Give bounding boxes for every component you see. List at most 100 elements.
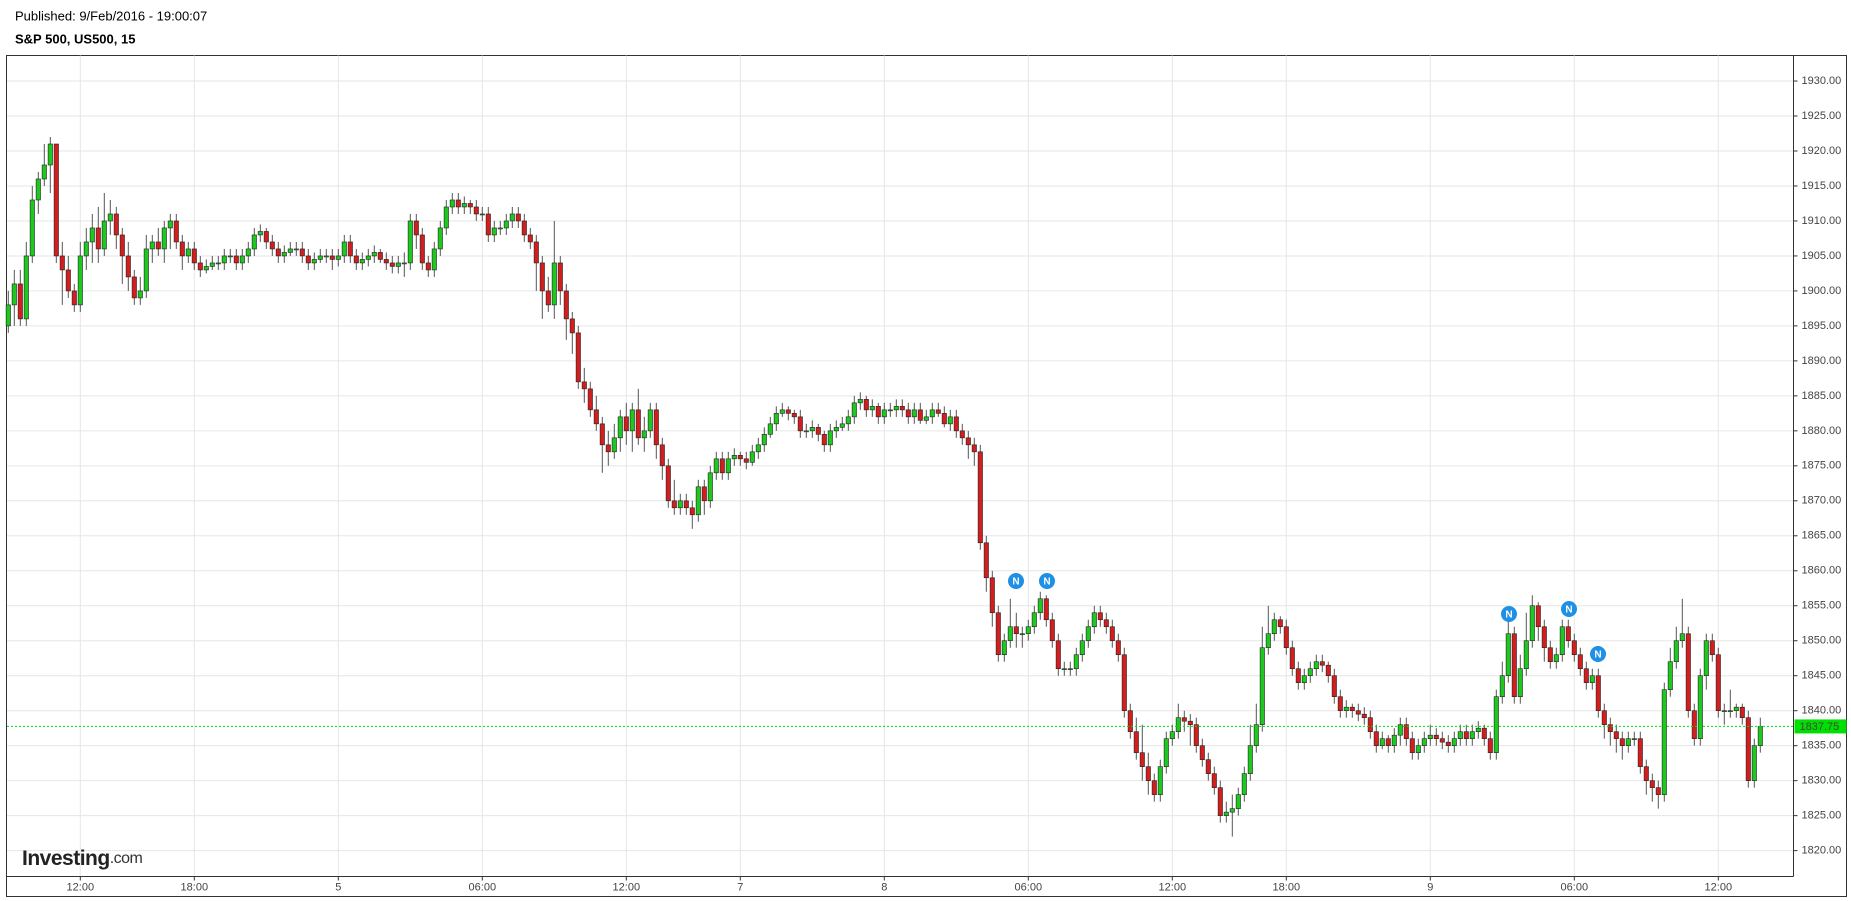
candle-body bbox=[1499, 675, 1505, 697]
y-tick-label: 1855.00 bbox=[1802, 600, 1842, 612]
candle-body bbox=[113, 213, 119, 236]
candle-body bbox=[437, 227, 443, 250]
candle-body bbox=[545, 290, 551, 306]
candle-body bbox=[641, 430, 647, 439]
x-tick-label: 06:00 bbox=[469, 881, 497, 893]
candle-body bbox=[65, 269, 71, 292]
candle-body bbox=[989, 577, 995, 614]
candle-body bbox=[1397, 724, 1403, 736]
candle-body bbox=[335, 255, 341, 260]
candle-body bbox=[1379, 738, 1385, 746]
candle-body bbox=[293, 248, 299, 251]
candle-body bbox=[125, 255, 131, 278]
y-tick-label: 1925.00 bbox=[1802, 110, 1842, 122]
candle-body bbox=[725, 458, 731, 474]
candle-body bbox=[539, 262, 545, 292]
candle-body bbox=[431, 248, 437, 271]
candle-body bbox=[1301, 675, 1307, 684]
candle-body bbox=[1637, 738, 1643, 767]
candle-body bbox=[425, 262, 431, 271]
candle-body bbox=[875, 406, 881, 418]
news-marker[interactable] bbox=[1008, 573, 1024, 589]
candle-body bbox=[1265, 633, 1271, 649]
candle-body bbox=[485, 213, 491, 236]
candle-body bbox=[1535, 605, 1541, 628]
candle-body bbox=[389, 262, 395, 267]
candle-body bbox=[185, 248, 191, 257]
candle-body bbox=[509, 213, 515, 222]
candle-body bbox=[1571, 640, 1577, 656]
y-tick-label: 1905.00 bbox=[1802, 250, 1842, 262]
candle-body bbox=[1391, 734, 1397, 746]
candle-body bbox=[1703, 640, 1709, 677]
candle-body bbox=[1601, 710, 1607, 725]
candle-body bbox=[671, 500, 677, 509]
candle-body bbox=[443, 206, 449, 229]
candle-body bbox=[683, 500, 689, 509]
candle-body bbox=[803, 430, 809, 433]
candle-body bbox=[455, 199, 461, 208]
candle-body bbox=[89, 227, 95, 243]
candle-body bbox=[1079, 640, 1085, 656]
candle-body bbox=[1679, 633, 1685, 642]
y-tick-label: 1900.00 bbox=[1802, 285, 1842, 297]
candle-body bbox=[1019, 633, 1025, 636]
candle-body bbox=[497, 227, 503, 230]
news-marker[interactable] bbox=[1561, 601, 1577, 617]
candle-body bbox=[1241, 773, 1247, 795]
x-tick-label: 8 bbox=[881, 881, 887, 893]
candle-body bbox=[323, 255, 329, 258]
candle-body bbox=[1157, 766, 1163, 795]
candle-body bbox=[779, 409, 785, 414]
candle-body bbox=[491, 227, 497, 236]
candle-body bbox=[941, 413, 947, 425]
candle-body bbox=[1427, 734, 1433, 739]
candle-body bbox=[461, 203, 467, 208]
y-tick-label: 1895.00 bbox=[1802, 320, 1842, 332]
news-marker[interactable] bbox=[1501, 606, 1517, 622]
candle-body bbox=[281, 252, 287, 257]
y-tick-label: 1930.00 bbox=[1802, 75, 1842, 87]
candle-body bbox=[1073, 654, 1079, 670]
candle-body bbox=[515, 213, 521, 222]
candle-body bbox=[1403, 724, 1409, 739]
published: Published: 9/Feb/2016 - 19:00:07 bbox=[15, 8, 207, 23]
candle-body bbox=[173, 220, 179, 243]
candle-body bbox=[1487, 738, 1493, 753]
candle-body bbox=[59, 255, 65, 271]
candle-body bbox=[377, 252, 383, 260]
candle-body bbox=[791, 413, 797, 418]
news-marker[interactable] bbox=[1590, 646, 1606, 662]
candle-body bbox=[1523, 640, 1529, 670]
candle-body bbox=[737, 455, 743, 460]
candle-body bbox=[587, 388, 593, 411]
candle-body bbox=[1013, 626, 1019, 635]
candle-body bbox=[1667, 661, 1673, 691]
candle-body bbox=[617, 416, 623, 439]
candle-body bbox=[1631, 738, 1637, 740]
y-tick-label: 1850.00 bbox=[1802, 635, 1842, 647]
candle-body bbox=[467, 203, 473, 208]
candle-body bbox=[251, 234, 257, 250]
candle-body bbox=[899, 406, 905, 411]
candle-body bbox=[1349, 706, 1355, 711]
candle-body bbox=[983, 542, 989, 579]
candle-body bbox=[269, 241, 275, 250]
candle-body bbox=[1685, 633, 1691, 711]
candle-body bbox=[533, 241, 539, 264]
candle-body bbox=[1655, 787, 1661, 795]
candle-body bbox=[311, 259, 317, 264]
candle-body bbox=[305, 255, 311, 264]
candle-body bbox=[107, 213, 113, 222]
candle-body bbox=[521, 220, 527, 236]
candle-body bbox=[935, 409, 941, 414]
candle-body bbox=[1187, 720, 1193, 725]
candle-body bbox=[1463, 731, 1469, 739]
candle-body bbox=[599, 423, 605, 446]
news-marker[interactable] bbox=[1039, 573, 1055, 589]
candle-body bbox=[1733, 706, 1739, 711]
candle-body bbox=[1697, 675, 1703, 739]
candle-body bbox=[1745, 717, 1751, 781]
candle-body bbox=[1361, 713, 1367, 718]
candle-body bbox=[827, 430, 833, 446]
